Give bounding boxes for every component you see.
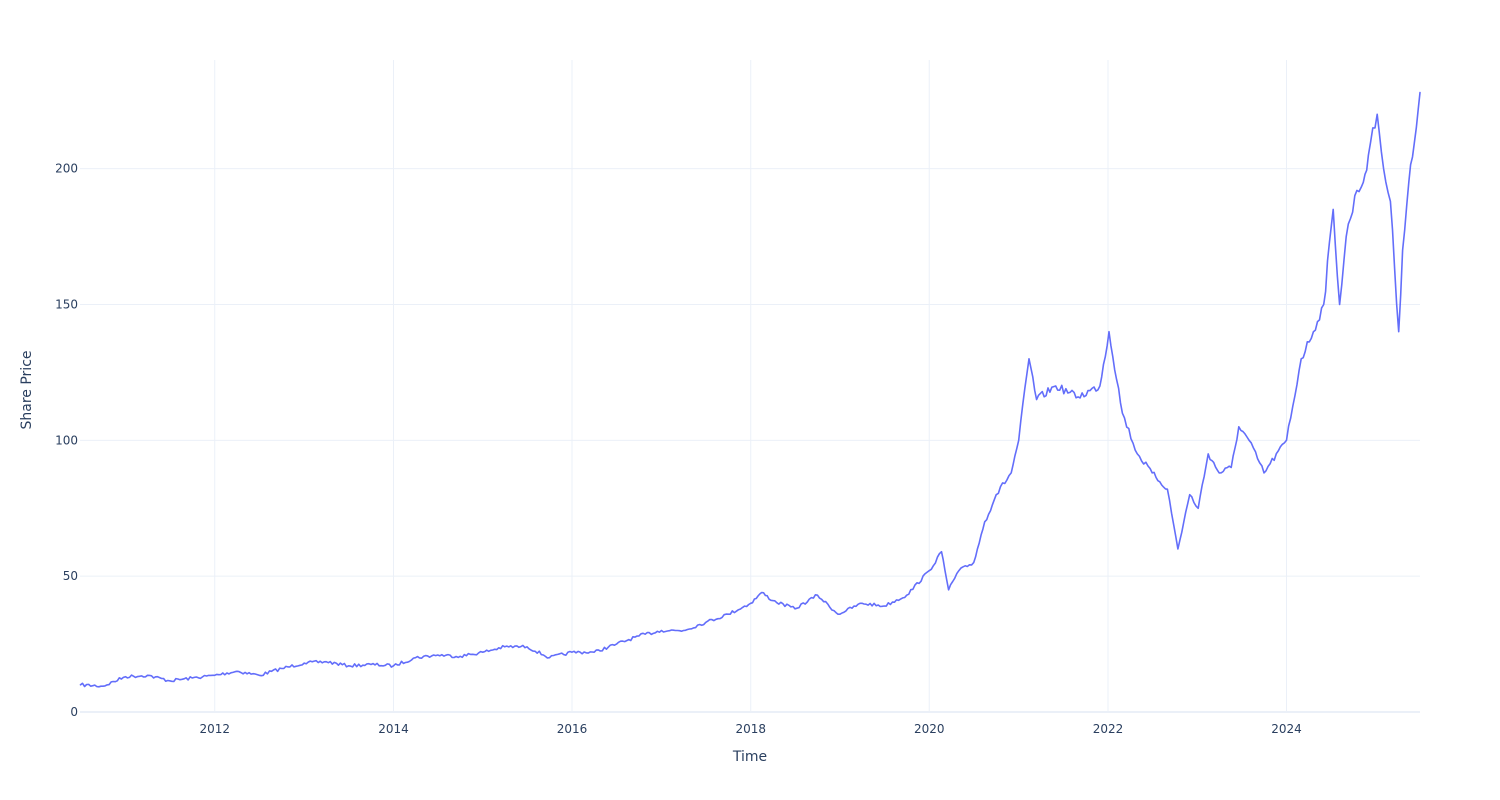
x-tick-label: 2016 [557,722,588,736]
x-tick-label: 2022 [1093,722,1124,736]
y-axis-title: Share Price [19,350,35,429]
share-price-line [79,91,1421,688]
x-tick-labels: 2012 2014 2016 2018 2020 2022 2024 [199,722,1301,736]
x-tick-label: 2020 [914,722,945,736]
x-tick-label: 2014 [378,722,409,736]
x-tick-label: 2018 [735,722,766,736]
x-tick-label: 2012 [199,722,230,736]
y-tick-label: 200 [55,162,78,176]
y-tick-label: 0 [70,705,78,719]
y-gridlines [80,168,1420,713]
y-tick-label: 50 [63,569,78,583]
y-tick-label: 150 [55,298,78,312]
x-gridlines [214,60,1287,712]
x-axis-title: Time [732,749,767,765]
y-tick-labels: 0 50 100 150 200 [55,162,78,719]
y-tick-label: 100 [55,433,78,447]
x-tick-label: 2024 [1271,722,1302,736]
